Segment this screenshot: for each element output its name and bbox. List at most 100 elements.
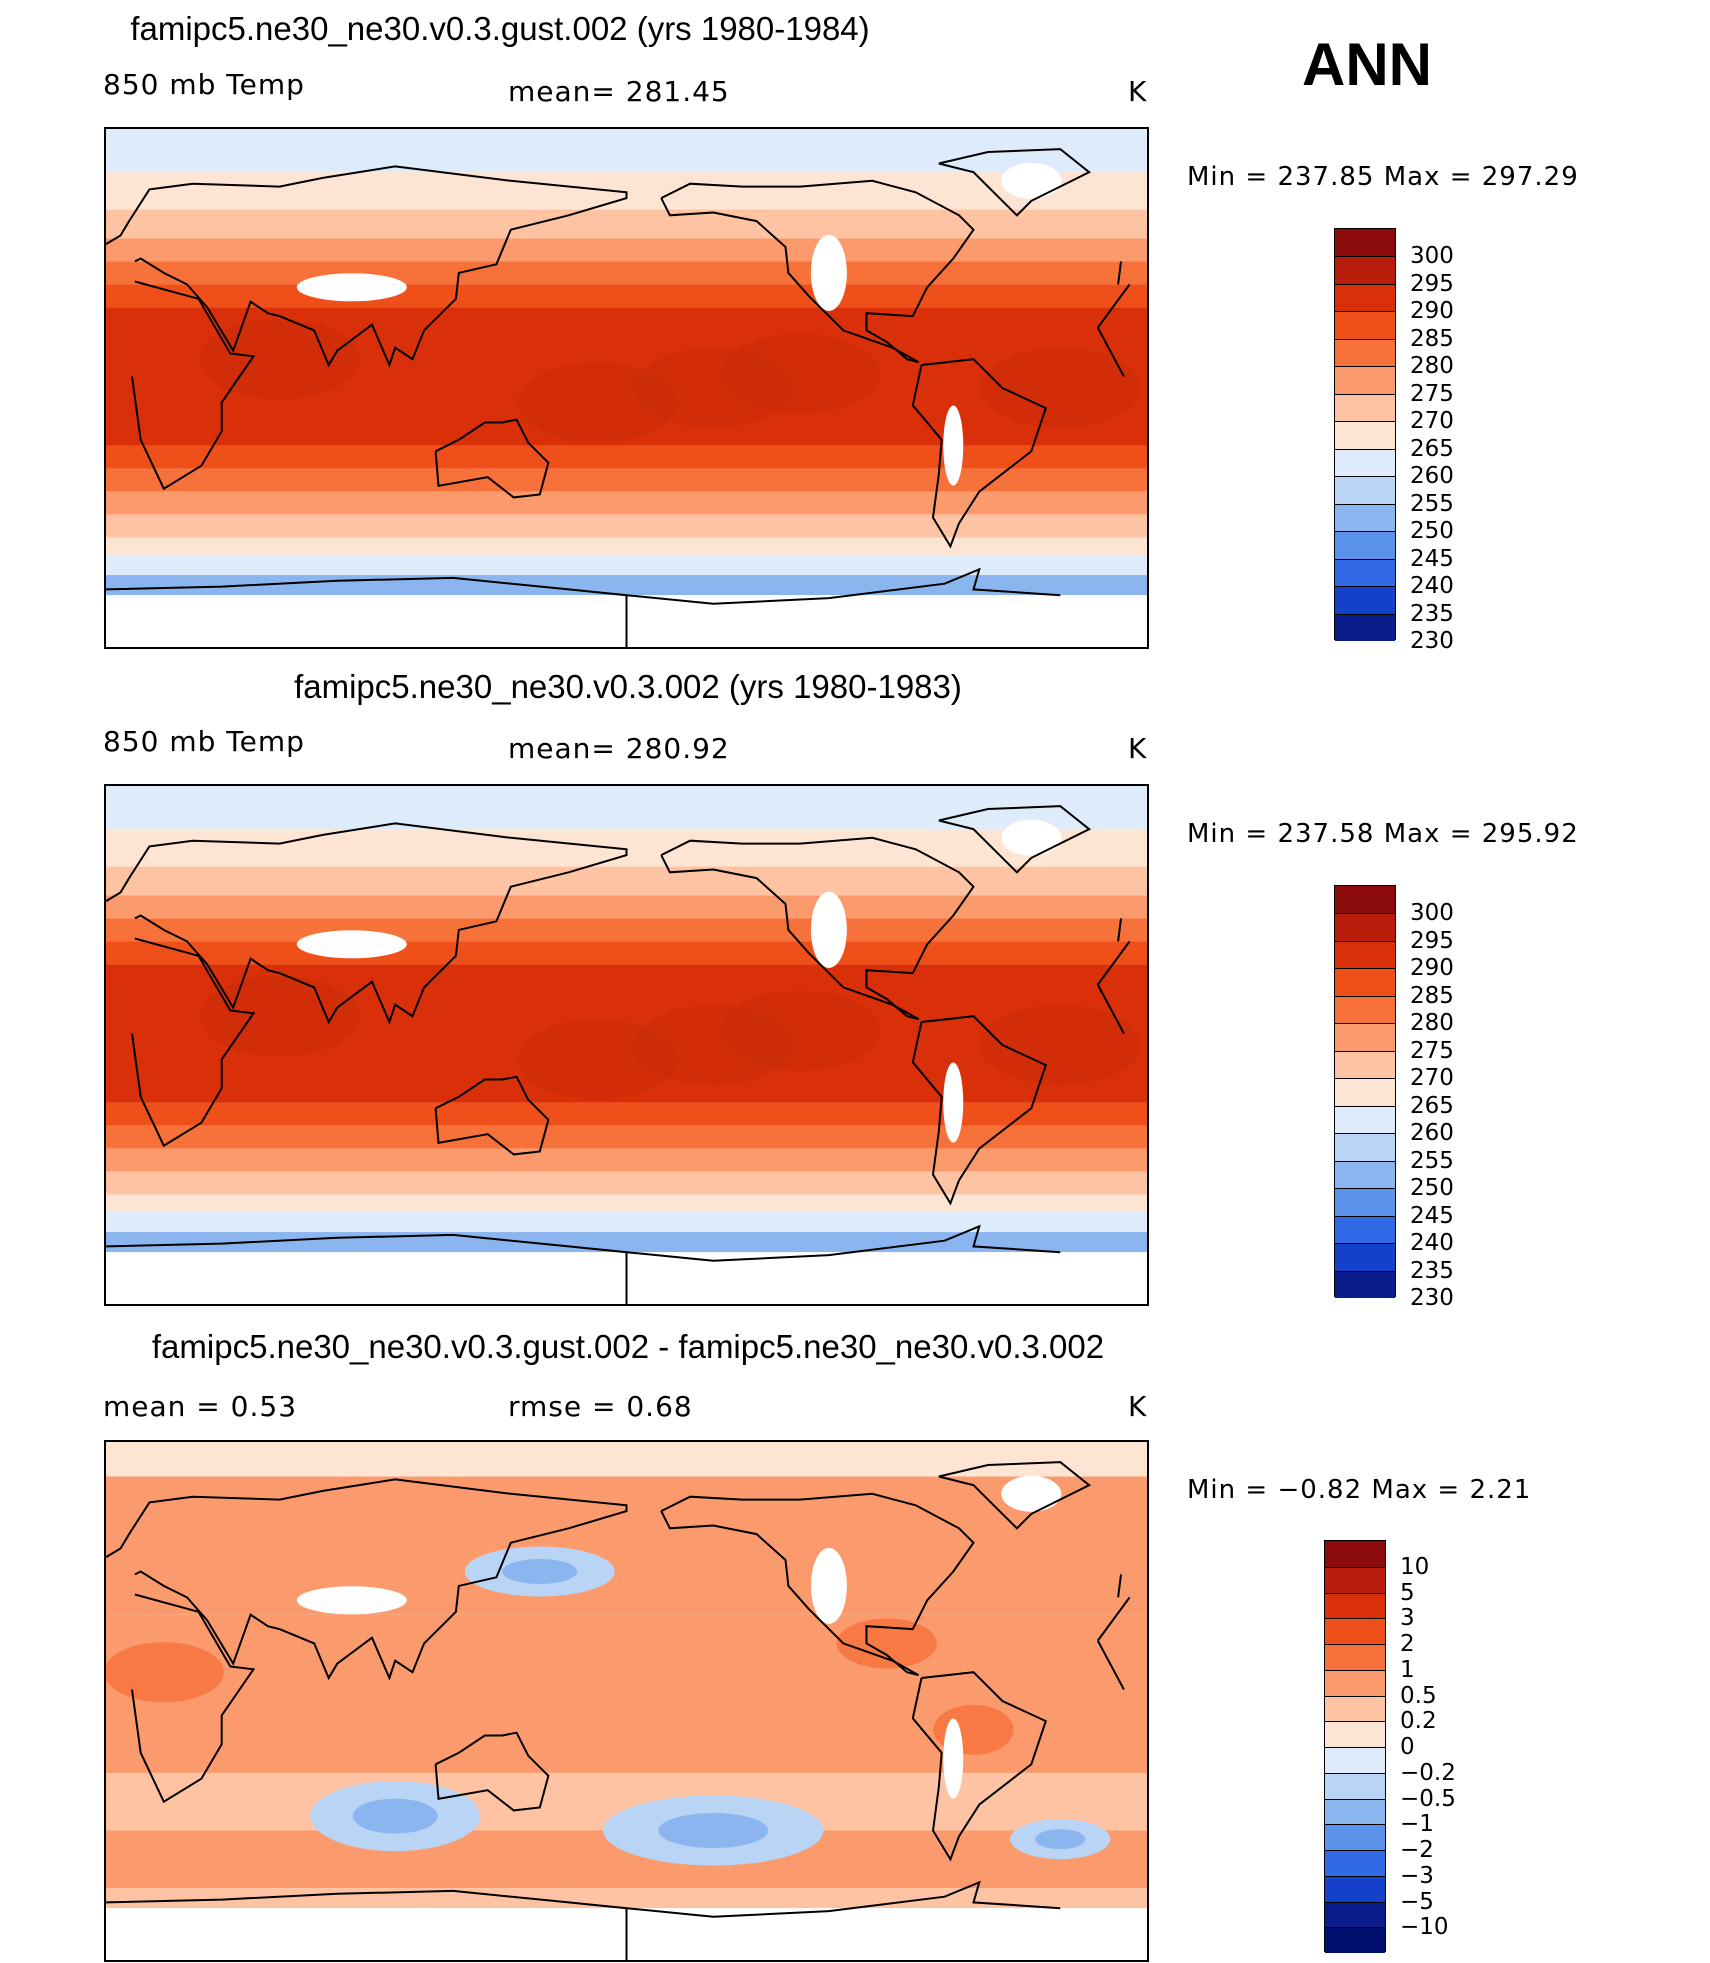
colorbar-tick-label: −5: [1400, 1888, 1434, 1915]
colorbar-tick-label: 2: [1400, 1631, 1415, 1657]
colorbar-tick-label: 275: [1410, 380, 1454, 407]
colorbar-tick-label: 300: [1410, 900, 1454, 927]
mean-label: mean= 281.45: [508, 75, 730, 108]
colorbar-swatch: [1325, 1824, 1385, 1850]
colorbar-tick-label: 230: [1410, 1285, 1454, 1311]
coastline-samerica: [911, 1671, 1048, 1862]
colorbar-swatch: [1335, 338, 1395, 367]
colorbar-swatch: [1335, 283, 1395, 312]
colorbar-tick-label: 0.5: [1400, 1682, 1437, 1709]
rmse-label: rmse = 0.68: [508, 1390, 693, 1423]
coastline-samerica: [911, 1015, 1048, 1206]
contour-band: [106, 1442, 1147, 1477]
missing-data-mask: [810, 1547, 847, 1624]
coastline-eurasia: [106, 822, 1122, 1025]
colorbar-swatch: [1335, 1023, 1395, 1051]
colorbar-swatch: [1325, 1669, 1385, 1696]
coastline-antarctica: [106, 567, 1061, 647]
coastline-antarctica: [106, 1224, 1061, 1304]
colorbar-swatch: [1335, 1243, 1395, 1271]
colorbar-tick-label: 280: [1410, 353, 1454, 380]
colorbar-tick-label: 270: [1410, 408, 1454, 435]
colorbar-swatch: [1325, 1747, 1385, 1773]
colorbar-swatch: [1335, 1078, 1395, 1106]
colorbar-swatch: [1335, 1270, 1395, 1298]
missing-data-mask: [1001, 162, 1062, 199]
min-max-label: Min = 237.85 Max = 297.29: [1187, 162, 1579, 192]
colorbar-tick-label: 240: [1410, 1230, 1454, 1257]
colorbar: [1334, 885, 1396, 1298]
variable-label: 850 mb Temp: [103, 725, 305, 758]
contour-band: [106, 491, 1147, 515]
negative-anomaly-core: [352, 1798, 438, 1834]
colorbar-swatch: [1335, 613, 1395, 641]
colorbar-tick-label: 255: [1410, 490, 1454, 517]
colorbar-swatch: [1335, 886, 1395, 914]
warm-core: [980, 1005, 1141, 1085]
colorbar-swatch: [1335, 421, 1395, 449]
colorbar-tick-label: −0.5: [1400, 1785, 1456, 1812]
coastline-africa: [131, 1593, 1131, 1804]
colorbar-swatch: [1325, 1721, 1385, 1747]
colorbar-tick-label: −1: [1400, 1811, 1434, 1838]
colorbar-tick-label: 5: [1400, 1579, 1415, 1606]
missing-data-mask: [943, 1718, 964, 1799]
contour-band: [106, 1102, 1147, 1126]
warm-core: [517, 1019, 678, 1100]
colorbar-swatch: [1325, 1618, 1385, 1644]
colorbar-swatch: [1335, 476, 1395, 504]
coastline-antarctica: [106, 1880, 1061, 1960]
colorbar-swatch: [1335, 448, 1395, 477]
colorbar: [1334, 228, 1396, 641]
mean-label: mean= 280.92: [508, 732, 730, 765]
positive-anomaly: [836, 1618, 937, 1669]
colorbar-tick-label: 260: [1410, 1120, 1454, 1147]
colorbar-tick-label: 280: [1410, 1010, 1454, 1037]
colorbar-swatch: [1335, 1105, 1395, 1134]
coastline-greenland: [938, 148, 1092, 217]
colorbar-tick-label: 265: [1410, 435, 1454, 462]
colorbar-tick-label: 10: [1400, 1553, 1430, 1580]
contour-band: [106, 829, 1147, 867]
colorbar-swatch: [1335, 995, 1395, 1024]
colorbar-tick-label: 245: [1410, 545, 1454, 572]
colorbar-tick-label: 285: [1410, 325, 1454, 352]
colorbar-swatch: [1325, 1850, 1385, 1876]
colorbar-swatch: [1325, 1695, 1385, 1722]
coastline-australia: [434, 418, 550, 499]
contour-band: [106, 172, 1147, 210]
warm-core: [199, 976, 360, 1057]
colorbar-swatch: [1325, 1541, 1385, 1567]
coastline-africa: [131, 280, 1131, 491]
colorbar-swatch: [1335, 311, 1395, 339]
colorbar-swatch: [1335, 531, 1395, 559]
colorbar-swatch: [1335, 1160, 1395, 1189]
temperature-map: [104, 127, 1149, 649]
colorbar-tick-label: 0.2: [1400, 1708, 1437, 1735]
warm-core: [199, 319, 360, 400]
warm-core: [517, 362, 678, 443]
colorbar-tick-label: 285: [1410, 982, 1454, 1009]
colorbar-tick-label: 230: [1410, 628, 1454, 654]
colorbar-tick-label: 3: [1400, 1605, 1415, 1632]
colorbar-swatch: [1335, 586, 1395, 614]
colorbar-swatch: [1325, 1901, 1385, 1928]
colorbar-tick-label: 265: [1410, 1092, 1454, 1119]
warm-core: [720, 333, 880, 414]
coastline-eurasia: [106, 165, 1122, 368]
contour-band: [106, 866, 1147, 896]
units-label: K: [1128, 75, 1148, 108]
colorbar-swatch: [1335, 503, 1395, 532]
colorbar-swatch: [1335, 558, 1395, 587]
coastline-namerica: [660, 1492, 975, 1677]
colorbar-swatch: [1335, 393, 1395, 422]
contour-band: [106, 1476, 1147, 1615]
colorbar-tick-label: −0.2: [1400, 1759, 1456, 1786]
contour-band: [106, 468, 1147, 492]
colorbar-swatch: [1325, 1772, 1385, 1799]
coastline-australia: [434, 1731, 550, 1812]
coastline-namerica: [660, 179, 975, 364]
contour-band: [106, 537, 1147, 555]
units-label: K: [1128, 1390, 1148, 1423]
colorbar-swatch: [1335, 940, 1395, 969]
